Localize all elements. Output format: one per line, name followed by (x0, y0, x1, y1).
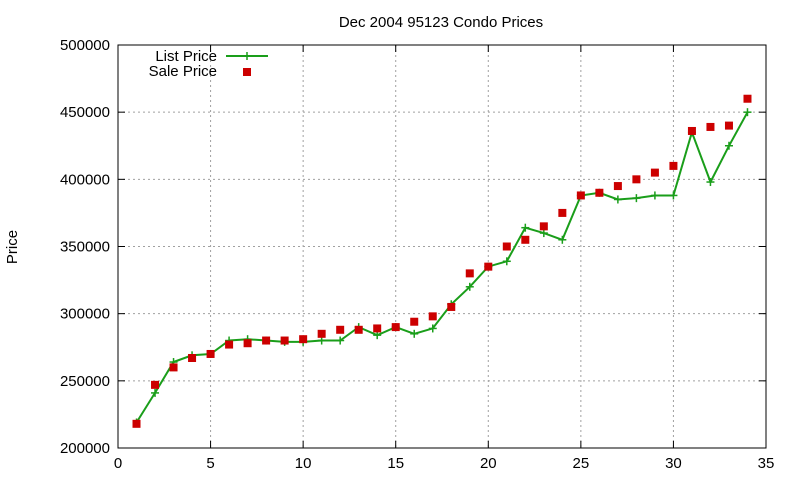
y-axis-label: Price (4, 230, 21, 264)
list-price-point (502, 257, 511, 266)
x-tick-label: 30 (665, 455, 682, 472)
sale-price-point (151, 380, 160, 389)
sale-price-point (669, 161, 678, 170)
sale-price-point (558, 208, 567, 217)
sale-price-point (465, 269, 474, 278)
list-price-point (317, 336, 326, 345)
list-price-point (669, 191, 678, 200)
legend-label-sale-price: Sale Price (149, 63, 217, 80)
legend-label-list-price: List Price (155, 48, 217, 65)
sale-price-point (632, 175, 641, 184)
list-price-point (650, 191, 659, 200)
series-list-price (132, 108, 752, 427)
list-price-point (632, 194, 641, 203)
sale-price-point (206, 349, 215, 358)
sale-price-point (539, 222, 548, 231)
list-price-point (613, 195, 622, 204)
sale-price-point (484, 262, 493, 271)
list-price-point (465, 282, 474, 291)
x-tick-label: 35 (758, 455, 775, 472)
sale-price-point (502, 242, 511, 251)
x-tick-label: 15 (387, 455, 404, 472)
sale-price-point (595, 188, 604, 197)
y-tick-label: 250000 (60, 373, 110, 390)
ticks: 0 5 10 15 20 25 30 35 200000 250000 300000 350000 40… (60, 37, 774, 472)
sale-price-point (447, 302, 456, 311)
list-price-line (135, 111, 749, 424)
list-price-point (521, 223, 530, 232)
sale-price-point (706, 122, 715, 131)
sale-price-point (687, 126, 696, 135)
list-price-point (151, 388, 160, 397)
sale-price-point (724, 121, 733, 130)
list-price-point (558, 235, 567, 244)
list-price-point (428, 324, 437, 333)
sale-price-point (169, 363, 178, 372)
legend-marker-list-price (243, 52, 251, 60)
sale-price-point (373, 324, 382, 333)
y-tick-label: 200000 (60, 440, 110, 457)
sale-price-point (743, 94, 752, 103)
sale-price-point (262, 336, 271, 345)
sale-price-point (613, 182, 622, 191)
x-tick-label: 5 (206, 455, 214, 472)
sale-price-point (243, 339, 252, 348)
series-sale-price (132, 94, 752, 428)
list-price-point (724, 141, 733, 150)
sale-price-point (188, 353, 197, 362)
y-tick-label: 300000 (60, 306, 110, 323)
sale-price-point (650, 168, 659, 177)
list-price-point (539, 229, 548, 238)
sale-price-point (521, 235, 530, 244)
list-price-point (410, 329, 419, 338)
sale-price-point (391, 323, 400, 332)
list-price-point (336, 336, 345, 345)
sale-price-point (317, 329, 326, 338)
sale-price-point (280, 336, 289, 345)
y-tick-label: 450000 (60, 104, 110, 121)
y-tick-label: 350000 (60, 239, 110, 256)
x-tick-label: 10 (295, 455, 312, 472)
x-tick-label: 0 (114, 455, 122, 472)
sale-price-point (354, 325, 363, 334)
grid (118, 45, 766, 448)
sale-price-point (576, 191, 585, 200)
y-tick-label: 500000 (60, 37, 110, 54)
sale-price-point (225, 340, 234, 349)
x-tick-label: 25 (573, 455, 590, 472)
list-price-point (706, 178, 715, 187)
y-tick-label: 400000 (60, 171, 110, 188)
series (132, 94, 752, 428)
sale-price-point (132, 419, 141, 428)
x-tick-label: 20 (480, 455, 497, 472)
chart-title: Dec 2004 95123 Condo Prices (339, 14, 543, 31)
sale-price-point (336, 325, 345, 334)
list-price-point (743, 108, 752, 117)
list-price-point (373, 331, 382, 340)
sale-price-point (428, 312, 437, 321)
sale-price-point (299, 335, 308, 344)
sale-price-point (410, 317, 419, 326)
legend-swatch-sale-price (243, 68, 251, 76)
